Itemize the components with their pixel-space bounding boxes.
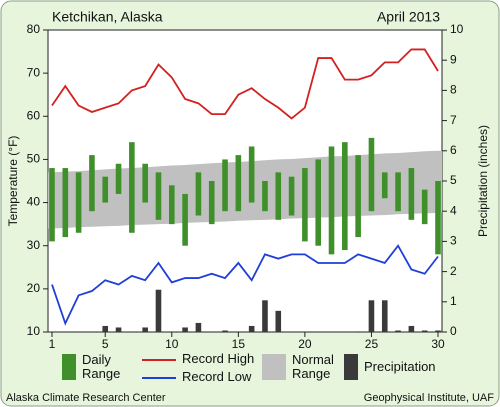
x-tick-label: 30	[431, 337, 445, 351]
x-tick-label: 15	[232, 337, 246, 351]
chart-title: Ketchikan, Alaska	[52, 9, 163, 25]
precip-bar	[262, 300, 268, 332]
y-axis-label: Temperature (°F)	[6, 136, 20, 227]
daily-range-bar	[275, 172, 282, 220]
y2-tick-label: 10	[450, 22, 464, 36]
daily-range-bar	[435, 181, 441, 255]
daily-range-bar	[288, 176, 295, 216]
daily-range-bar	[315, 159, 322, 246]
y2-tick-label: 6	[450, 143, 457, 157]
y2-tick-label: 3	[450, 234, 457, 248]
daily-range-bar	[75, 172, 82, 233]
legend-label: Daily Range	[82, 352, 121, 381]
daily-range-bar	[195, 172, 202, 216]
y-tick-label: 80	[27, 22, 41, 36]
daily-range-bar	[49, 168, 55, 242]
y2-tick-label: 8	[450, 83, 457, 97]
daily-range-bar	[182, 193, 188, 246]
legend-label: Record Low	[182, 369, 252, 384]
daily-range-bar	[115, 163, 122, 194]
y2-axis-label: Precipitation (inches)	[476, 125, 490, 237]
legend-swatch	[62, 354, 76, 380]
daily-range-bar	[142, 163, 148, 203]
record-line	[51, 48, 439, 120]
daily-range-bar	[222, 159, 228, 212]
daily-range-bar	[248, 146, 255, 203]
footer-left: Alaska Climate Research Center	[6, 392, 166, 404]
y2-tick-label: 7	[450, 113, 457, 127]
precip-bar	[222, 330, 228, 332]
precip-bar	[155, 289, 162, 332]
daily-range-bar	[421, 189, 428, 225]
y2-tick-label: 1	[450, 294, 457, 308]
y2-tick-label: 4	[450, 203, 457, 217]
daily-range-bar	[395, 172, 401, 212]
daily-range-bar	[235, 155, 242, 212]
daily-range-bar	[408, 168, 415, 220]
precip-bar	[102, 325, 109, 332]
daily-range-bar	[262, 181, 268, 212]
precip-bar	[275, 310, 282, 332]
y2-tick-label: 9	[450, 52, 457, 66]
daily-range-bar	[342, 142, 348, 251]
y2-tick-label: 0	[450, 324, 457, 338]
legend-swatch	[344, 354, 358, 380]
y2-tick-label: 2	[450, 264, 457, 278]
precip-bar	[195, 322, 202, 332]
y-tick-label: 60	[27, 108, 41, 122]
precip-bar	[355, 331, 361, 332]
precip-bar	[142, 327, 148, 332]
precip-bar	[182, 327, 188, 332]
daily-range-bar	[328, 146, 335, 255]
y-tick-label: 30	[27, 238, 41, 252]
y-tick-label: 70	[27, 65, 41, 79]
precip-bar	[395, 330, 401, 332]
legend-label: Precipitation	[364, 359, 436, 374]
x-tick-label: 5	[102, 337, 109, 351]
legend-swatch	[262, 354, 286, 380]
legend-label: Record High	[182, 351, 255, 366]
daily-range-bar	[155, 172, 162, 220]
precip-bar	[368, 300, 375, 332]
x-tick-label: 1	[49, 337, 56, 351]
x-tick-label: 20	[298, 337, 312, 351]
precip-bar	[421, 330, 428, 332]
daily-range-bar	[302, 168, 308, 242]
precip-bar	[408, 325, 415, 332]
precip-bar	[115, 327, 122, 332]
daily-range-bar	[355, 155, 361, 238]
daily-range-bar	[208, 181, 215, 225]
precip-bar	[381, 300, 388, 332]
precip-bar	[435, 330, 441, 332]
legend-label: Normal Range	[292, 352, 334, 381]
footer-right: Geophysical Institute, UAF	[364, 392, 495, 404]
daily-range-bar	[129, 142, 135, 233]
daily-range-bar	[381, 172, 388, 199]
marks	[48, 48, 442, 332]
y-tick-label: 40	[27, 195, 41, 209]
daily-range-bar	[102, 176, 109, 203]
y-tick-label: 20	[27, 281, 41, 295]
x-tick-label: 25	[365, 337, 379, 351]
daily-range-bar	[62, 168, 69, 238]
precip-bar	[248, 325, 255, 332]
y-tick-label: 10	[27, 324, 41, 338]
chart-subtitle: April 2013	[377, 9, 440, 25]
daily-range-bar	[168, 185, 175, 225]
x-tick-label: 10	[165, 337, 179, 351]
y2-tick-label: 5	[450, 173, 457, 187]
y-tick-label: 50	[27, 152, 41, 166]
record-line	[51, 244, 439, 326]
daily-range-bar	[368, 137, 375, 212]
daily-range-bar	[89, 155, 95, 212]
